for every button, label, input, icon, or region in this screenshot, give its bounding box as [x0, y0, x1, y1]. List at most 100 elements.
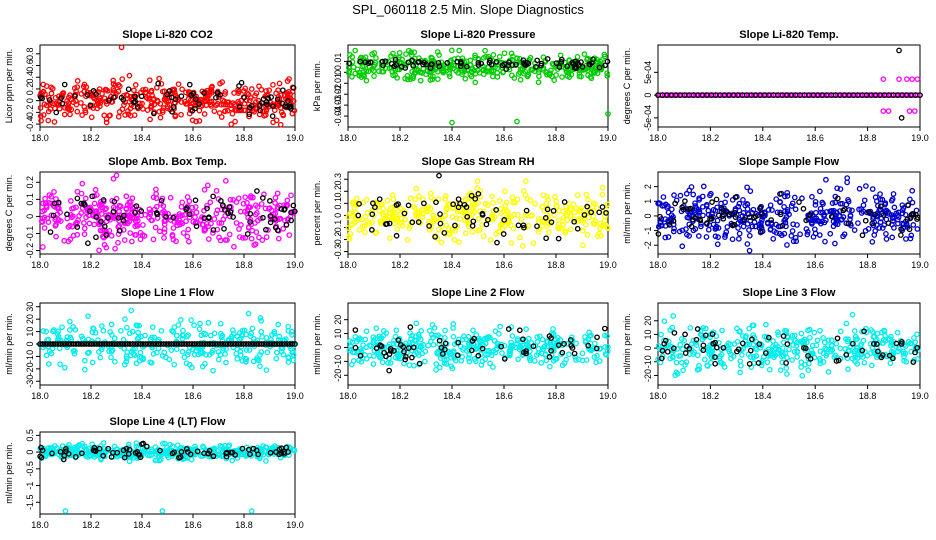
data-point [289, 110, 296, 117]
data-point [157, 114, 164, 121]
data-point [52, 223, 59, 229]
data-point [106, 227, 113, 234]
data-point [686, 187, 693, 194]
data-point [363, 77, 370, 84]
data-point [514, 55, 520, 62]
data-point [112, 245, 118, 252]
data-point [570, 61, 577, 67]
y-tick-label: 0.1 [333, 197, 343, 210]
x-tick-label: 18.8 [859, 133, 877, 143]
data-point [208, 98, 215, 105]
data-point [135, 217, 141, 224]
data-point [210, 227, 217, 233]
x-tick-label: 18.4 [754, 391, 772, 401]
data-point [156, 75, 162, 82]
series-1 [38, 175, 298, 254]
data-point [74, 78, 81, 84]
data-point [153, 191, 159, 197]
data-point [274, 190, 281, 197]
data-point [583, 191, 590, 198]
y-tick-label: 30 [25, 302, 35, 312]
data-point [402, 65, 409, 71]
data-point [670, 313, 677, 319]
data-point [508, 50, 515, 57]
data-point [56, 105, 63, 112]
data-point [278, 206, 285, 212]
data-point [898, 115, 905, 121]
data-point [558, 58, 565, 65]
data-point [376, 196, 383, 203]
x-tick-label: 19.0 [911, 133, 929, 143]
data-point [184, 233, 191, 240]
y-axis-label: Licor ppm per min. [4, 49, 14, 124]
data-point [61, 237, 68, 244]
data-point [714, 217, 721, 224]
data-point [705, 226, 712, 233]
data-point [346, 68, 353, 74]
page-title: SPL_060118 2.5 Min. Slope Diagnostics [352, 2, 584, 17]
data-point [792, 206, 799, 213]
data-point [100, 440, 107, 446]
data-point [133, 203, 140, 209]
data-point [593, 205, 600, 211]
data-point [576, 69, 583, 76]
data-point [486, 59, 493, 66]
data-point [814, 337, 821, 344]
data-point [101, 223, 108, 230]
y-tick-label: 2 [643, 184, 653, 189]
y-tick-label: -0.01 [333, 73, 343, 94]
data-point [241, 94, 247, 101]
data-point [428, 58, 435, 64]
data-point [231, 90, 237, 96]
data-point [744, 221, 751, 227]
y-tick-label: -10 [25, 350, 35, 363]
data-point [79, 112, 85, 119]
data-point [236, 226, 242, 232]
data-point [140, 106, 146, 112]
data-point [213, 187, 220, 194]
data-point [476, 69, 483, 76]
data-point [456, 47, 463, 54]
x-tick-label: 18.2 [702, 391, 720, 401]
data-point [382, 58, 389, 65]
data-point [514, 196, 521, 203]
data-point [784, 242, 790, 248]
data-point [412, 69, 419, 76]
data-point [371, 50, 378, 56]
y-tick-label: -30 [25, 375, 35, 388]
y-tick-label: -1 [643, 227, 653, 235]
data-point [412, 196, 419, 203]
x-tick-label: 18.2 [391, 133, 409, 143]
data-point [411, 49, 418, 56]
data-point [180, 327, 186, 334]
y-axis-label: degrees C per min. [4, 175, 14, 252]
data-point [216, 220, 222, 226]
data-point [97, 354, 104, 361]
data-point [149, 324, 156, 331]
data-point [45, 108, 52, 115]
data-point [449, 119, 455, 126]
data-point [417, 77, 424, 84]
data-point [289, 331, 295, 338]
data-point [489, 193, 495, 200]
data-point [285, 98, 291, 104]
data-point [132, 82, 139, 88]
data-point [158, 197, 165, 204]
data-point [579, 227, 586, 234]
data-point [470, 218, 477, 225]
y-axis-label: percent per min. [312, 180, 322, 245]
data-point [515, 356, 521, 363]
data-point [585, 196, 591, 203]
data-point [236, 104, 243, 110]
y-tick-label: 20 [25, 314, 35, 324]
data-point [125, 111, 132, 118]
data-point [468, 73, 475, 80]
data-point [60, 90, 67, 96]
data-point [346, 60, 353, 67]
data-point [91, 200, 98, 207]
data-point [191, 322, 197, 328]
data-point [535, 345, 542, 352]
data-point [500, 231, 507, 237]
data-point [188, 317, 194, 323]
data-point [599, 184, 606, 191]
